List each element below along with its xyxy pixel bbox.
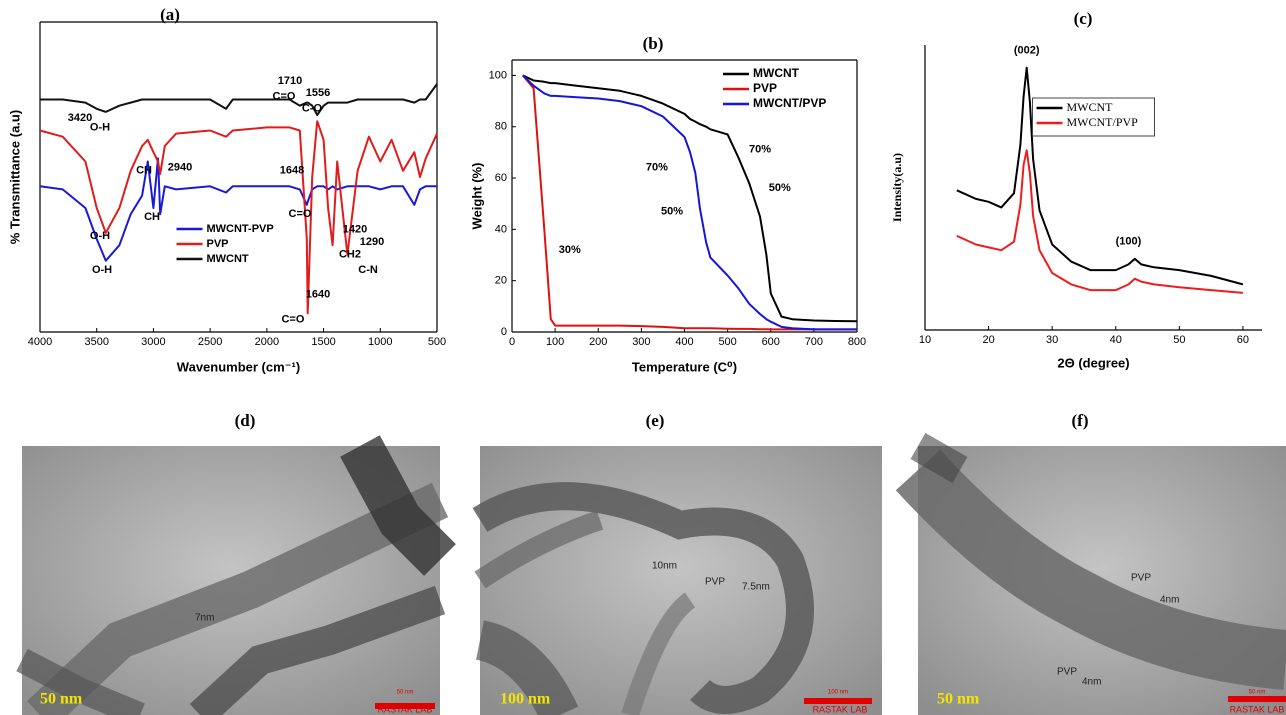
annotation: C=O xyxy=(289,208,312,220)
y-tick-label: 60 xyxy=(495,172,507,184)
image-annotation: PVP xyxy=(705,577,725,588)
tem-image-e xyxy=(480,446,882,715)
x-tick-label: 40 xyxy=(1110,334,1122,346)
x-tick-label: 2500 xyxy=(198,336,222,348)
y-tick-label: 40 xyxy=(495,223,507,235)
image-annotation: PVP xyxy=(1057,667,1077,678)
annotation: O-H xyxy=(92,264,112,276)
x-tick-label: 500 xyxy=(718,336,736,348)
annotation: 1290 xyxy=(360,236,384,248)
legend-label: MWCNT/PVP xyxy=(753,96,826,110)
annotation: O-H xyxy=(90,121,110,133)
image-annotation: 10nm xyxy=(652,561,677,572)
annotation: 70% xyxy=(749,144,771,156)
annotation: 1648 xyxy=(280,165,304,177)
x-tick-label: 4000 xyxy=(28,336,52,348)
panel-title: (d) xyxy=(235,411,256,430)
annotation: 1556 xyxy=(306,87,330,99)
annotation: CH xyxy=(144,211,160,223)
scale-bar-label: 50 nm xyxy=(1249,690,1266,696)
series-line xyxy=(957,150,1243,293)
annotation: 3420 xyxy=(68,112,92,124)
x-tick-label: 3000 xyxy=(141,336,165,348)
legend-label: MWCNT/PVP xyxy=(1067,115,1139,129)
image-annotation: 7nm xyxy=(195,613,214,624)
figure: (a)4000350030002500200015001000500Wavenu… xyxy=(0,0,1286,715)
x-tick-label: 20 xyxy=(982,334,994,346)
x-tick-label: 600 xyxy=(762,336,780,348)
image-annotation: 4nm xyxy=(1082,677,1101,688)
legend-label: PVP xyxy=(207,238,229,250)
annotation: 50% xyxy=(769,182,791,194)
annotation: 1640 xyxy=(306,289,330,301)
annotation: C=O xyxy=(273,90,296,102)
annotation: 50% xyxy=(661,205,683,217)
x-tick-label: 1000 xyxy=(368,336,392,348)
y-tick-label: 80 xyxy=(495,121,507,133)
watermark: RASTAK LAB xyxy=(378,704,433,714)
annotation: 2940 xyxy=(168,162,192,174)
image-annotation: PVP xyxy=(1131,573,1151,584)
image-annotation: 7.5nm xyxy=(742,582,770,593)
annotation: CH2 xyxy=(339,248,361,260)
x-tick-label: 30 xyxy=(1046,334,1058,346)
y-tick-label: 100 xyxy=(489,69,507,81)
legend-label: MWCNT xyxy=(1067,100,1114,114)
scale-bar-label: 50 nm xyxy=(397,690,414,696)
legend-label: PVP xyxy=(753,81,777,95)
x-tick-label: 3500 xyxy=(84,336,108,348)
x-tick-label: 100 xyxy=(546,336,564,348)
watermark: RASTAK LAB xyxy=(1230,704,1285,714)
annotation: C-N xyxy=(358,264,378,276)
x-axis-label: Temperature (C⁰) xyxy=(632,359,737,374)
x-tick-label: 50 xyxy=(1173,334,1185,346)
legend-label: MWCNT xyxy=(207,253,249,265)
legend-label: MWCNT xyxy=(753,66,800,80)
panel-title: (f) xyxy=(1072,411,1089,430)
panel-title: (e) xyxy=(646,411,665,430)
annotation: 1420 xyxy=(343,224,367,236)
annotation: (002) xyxy=(1014,45,1040,57)
panel-title: (c) xyxy=(1074,9,1093,28)
series-line xyxy=(40,121,437,313)
series-line xyxy=(40,84,437,115)
x-tick-label: 200 xyxy=(589,336,607,348)
x-tick-label: 300 xyxy=(632,336,650,348)
y-axis-label: Intensity(a.u) xyxy=(890,153,904,222)
x-tick-label: 700 xyxy=(805,336,823,348)
annotation: 1710 xyxy=(278,75,302,87)
scale-label: 100 nm xyxy=(500,691,551,708)
annotation: 30% xyxy=(559,244,581,256)
annotation: C-O xyxy=(302,103,323,115)
x-tick-label: 400 xyxy=(675,336,693,348)
y-axis-label: Weight (%) xyxy=(469,163,484,230)
watermark: RASTAK LAB xyxy=(813,704,868,714)
x-tick-label: 800 xyxy=(848,336,866,348)
panel-title: (a) xyxy=(160,5,180,24)
x-tick-label: 10 xyxy=(919,334,931,346)
x-tick-label: 1500 xyxy=(311,336,335,348)
x-axis-label: 2Θ (degree) xyxy=(1057,355,1129,370)
annotation: 70% xyxy=(646,162,668,174)
x-axis-label: Wavenumber (cm⁻¹) xyxy=(177,359,300,374)
annotation: (100) xyxy=(1116,236,1142,248)
annotation: C=O xyxy=(281,314,304,326)
y-axis-label: % Transmittance (a.u) xyxy=(7,110,22,244)
scale-bar-label: 100 nm xyxy=(828,690,848,696)
panel-title: (b) xyxy=(643,34,664,53)
y-tick-label: 20 xyxy=(495,275,507,287)
tem-image-d xyxy=(22,446,440,715)
x-tick-label: 2000 xyxy=(255,336,279,348)
scale-label: 50 nm xyxy=(937,691,980,708)
legend-label: MWCNT-PVP xyxy=(207,223,274,235)
y-tick-label: 0 xyxy=(501,326,507,338)
annotation: O-H xyxy=(90,230,110,242)
x-tick-label: 60 xyxy=(1237,334,1249,346)
annotation: CH xyxy=(136,165,152,177)
x-tick-label: 0 xyxy=(509,336,515,348)
x-tick-label: 500 xyxy=(428,336,446,348)
tem-image-f xyxy=(918,446,1286,715)
scale-label: 50 nm xyxy=(40,691,83,708)
image-annotation: 4nm xyxy=(1160,595,1179,606)
